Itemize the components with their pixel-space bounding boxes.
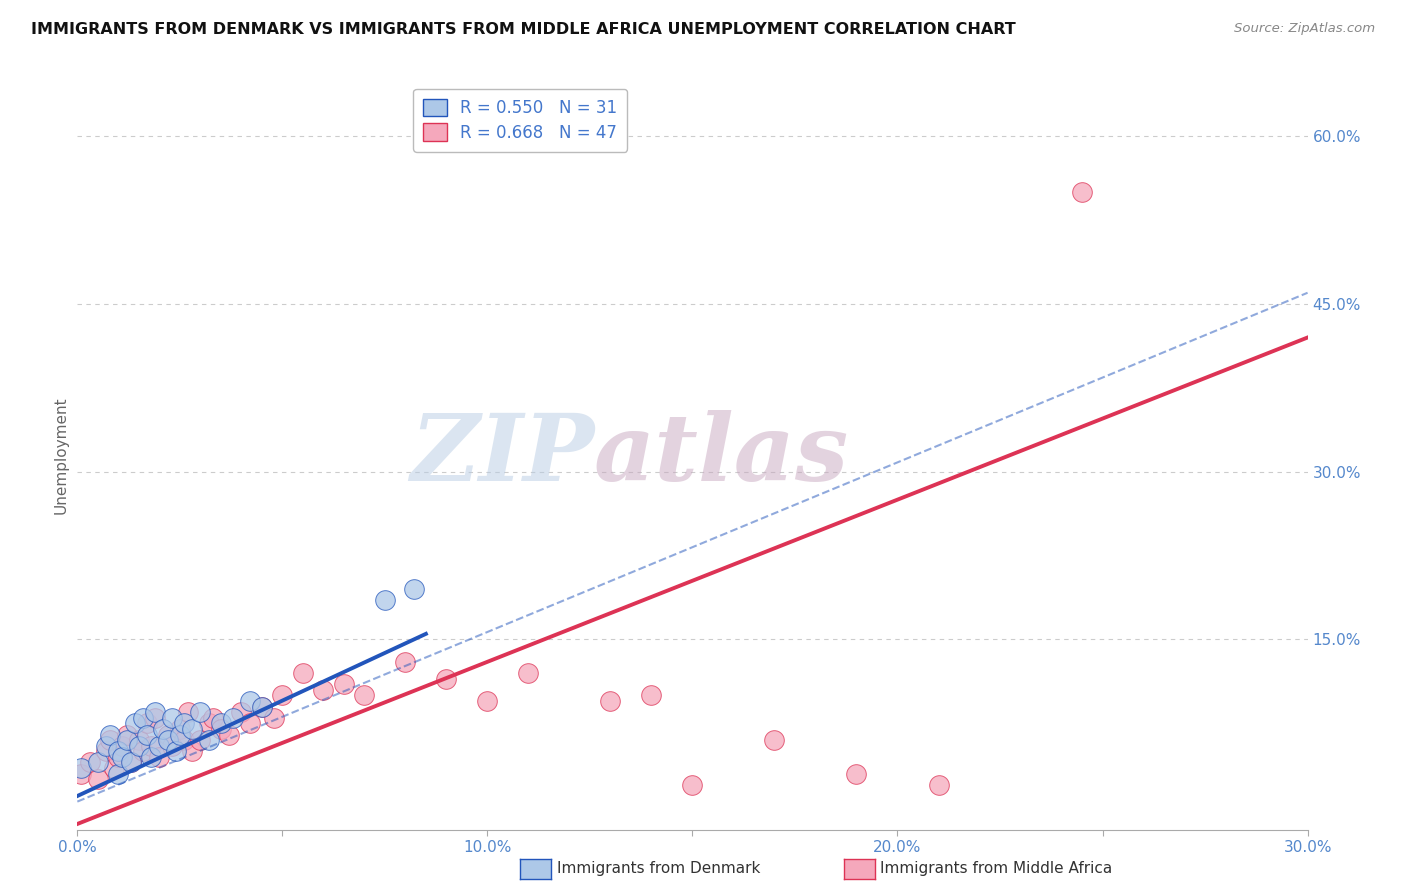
Point bbox=[181, 722, 204, 736]
Point bbox=[394, 655, 416, 669]
Point bbox=[169, 727, 191, 741]
Point bbox=[271, 689, 294, 703]
Point bbox=[1071, 185, 1094, 199]
Point bbox=[173, 716, 195, 731]
Point bbox=[107, 744, 129, 758]
Point bbox=[124, 716, 146, 731]
Point bbox=[222, 711, 245, 725]
Point bbox=[87, 756, 110, 770]
Point bbox=[402, 582, 425, 596]
Point bbox=[111, 739, 134, 753]
Text: Immigrants from Middle Africa: Immigrants from Middle Africa bbox=[880, 862, 1112, 876]
Point bbox=[477, 694, 499, 708]
Point bbox=[231, 705, 253, 719]
Point bbox=[763, 733, 786, 747]
Point bbox=[188, 705, 212, 719]
Point bbox=[250, 699, 273, 714]
Point bbox=[201, 711, 224, 725]
Point bbox=[928, 778, 950, 792]
Text: IMMIGRANTS FROM DENMARK VS IMMIGRANTS FROM MIDDLE AFRICA UNEMPLOYMENT CORRELATIO: IMMIGRANTS FROM DENMARK VS IMMIGRANTS FR… bbox=[31, 22, 1015, 37]
Point bbox=[94, 739, 117, 753]
Point bbox=[143, 705, 166, 719]
Y-axis label: Unemployment: Unemployment bbox=[53, 396, 69, 514]
Point bbox=[107, 766, 129, 780]
Text: Source: ZipAtlas.com: Source: ZipAtlas.com bbox=[1234, 22, 1375, 36]
Point bbox=[132, 711, 155, 725]
Point bbox=[165, 744, 187, 758]
Point bbox=[436, 672, 458, 686]
Point bbox=[177, 705, 200, 719]
Point bbox=[143, 711, 166, 725]
Point bbox=[136, 716, 159, 731]
Point bbox=[333, 677, 356, 691]
Point bbox=[169, 722, 191, 736]
Point bbox=[239, 694, 262, 708]
Point bbox=[291, 665, 314, 680]
Point bbox=[103, 761, 125, 775]
Point bbox=[148, 739, 170, 753]
Point bbox=[250, 699, 273, 714]
Point bbox=[197, 716, 219, 731]
Point bbox=[181, 744, 204, 758]
Text: Immigrants from Denmark: Immigrants from Denmark bbox=[557, 862, 761, 876]
Point bbox=[128, 739, 150, 753]
Point bbox=[152, 722, 174, 736]
Point bbox=[136, 727, 159, 741]
Point bbox=[111, 750, 134, 764]
Point bbox=[115, 733, 138, 747]
Point bbox=[141, 750, 163, 764]
Point bbox=[160, 711, 183, 725]
Point bbox=[188, 733, 212, 747]
Point bbox=[209, 722, 232, 736]
Point bbox=[98, 727, 121, 741]
Point bbox=[218, 727, 240, 741]
Point bbox=[98, 733, 121, 747]
Legend: R = 0.550   N = 31, R = 0.668   N = 47: R = 0.550 N = 31, R = 0.668 N = 47 bbox=[413, 88, 627, 152]
Point bbox=[197, 733, 219, 747]
Point bbox=[239, 716, 262, 731]
Point bbox=[70, 766, 93, 780]
Point bbox=[107, 750, 129, 764]
Point bbox=[70, 761, 93, 775]
Point bbox=[353, 689, 375, 703]
Point bbox=[209, 716, 232, 731]
Point bbox=[148, 750, 170, 764]
Point bbox=[94, 744, 117, 758]
Point bbox=[640, 689, 662, 703]
Point bbox=[517, 665, 540, 680]
Point bbox=[87, 772, 110, 787]
Point bbox=[682, 778, 704, 792]
Point bbox=[845, 766, 868, 780]
Point bbox=[120, 756, 142, 770]
Point bbox=[115, 727, 138, 741]
Point bbox=[132, 744, 155, 758]
Point bbox=[156, 733, 179, 747]
Point bbox=[173, 733, 195, 747]
Point bbox=[128, 733, 150, 747]
Point bbox=[263, 711, 285, 725]
Text: atlas: atlas bbox=[595, 410, 849, 500]
Point bbox=[312, 682, 335, 697]
Point bbox=[141, 739, 163, 753]
Point bbox=[374, 593, 396, 607]
Point bbox=[599, 694, 621, 708]
Point bbox=[156, 727, 179, 741]
Point bbox=[120, 756, 142, 770]
Point bbox=[160, 739, 183, 753]
Text: ZIP: ZIP bbox=[409, 410, 595, 500]
Point bbox=[79, 756, 101, 770]
